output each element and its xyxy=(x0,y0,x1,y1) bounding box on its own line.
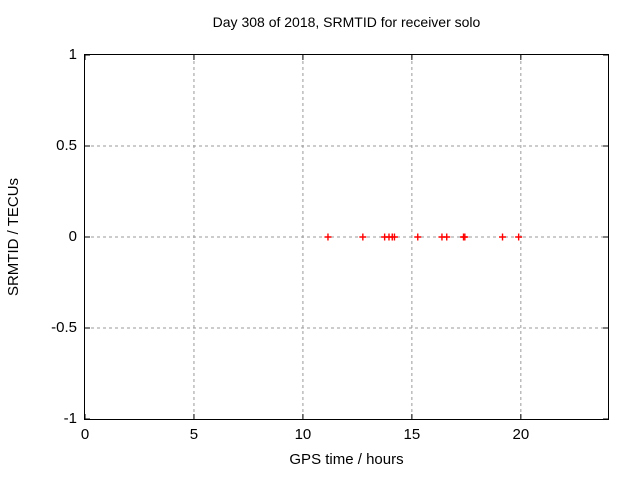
y-tick-label: 0 xyxy=(68,228,77,245)
x-axis-label: GPS time / hours xyxy=(289,451,404,468)
x-tick-label: 10 xyxy=(294,426,312,443)
data-point-marker xyxy=(359,233,367,241)
data-point-marker xyxy=(390,233,398,241)
plot-canvas xyxy=(85,55,608,419)
data-point-marker xyxy=(414,233,422,241)
x-tick-label: 5 xyxy=(189,426,199,443)
x-tick-label: 15 xyxy=(403,426,421,443)
y-tick-label: -0.5 xyxy=(51,319,77,336)
data-point-marker xyxy=(443,233,451,241)
data-point-marker xyxy=(515,233,523,241)
chart-title: Day 308 of 2018, SRMTID for receiver sol… xyxy=(212,14,481,30)
y-tick-label: 0.5 xyxy=(56,137,77,154)
y-tick-label: -1 xyxy=(63,410,77,427)
series-srmtid xyxy=(324,233,523,241)
x-tick-label: 0 xyxy=(80,426,90,443)
x-tick-label: 20 xyxy=(512,426,530,443)
plot-area xyxy=(84,54,609,420)
data-point-marker xyxy=(461,233,469,241)
y-tick-label: 1 xyxy=(68,46,77,63)
data-point-marker xyxy=(499,233,507,241)
data-point-marker xyxy=(324,233,332,241)
